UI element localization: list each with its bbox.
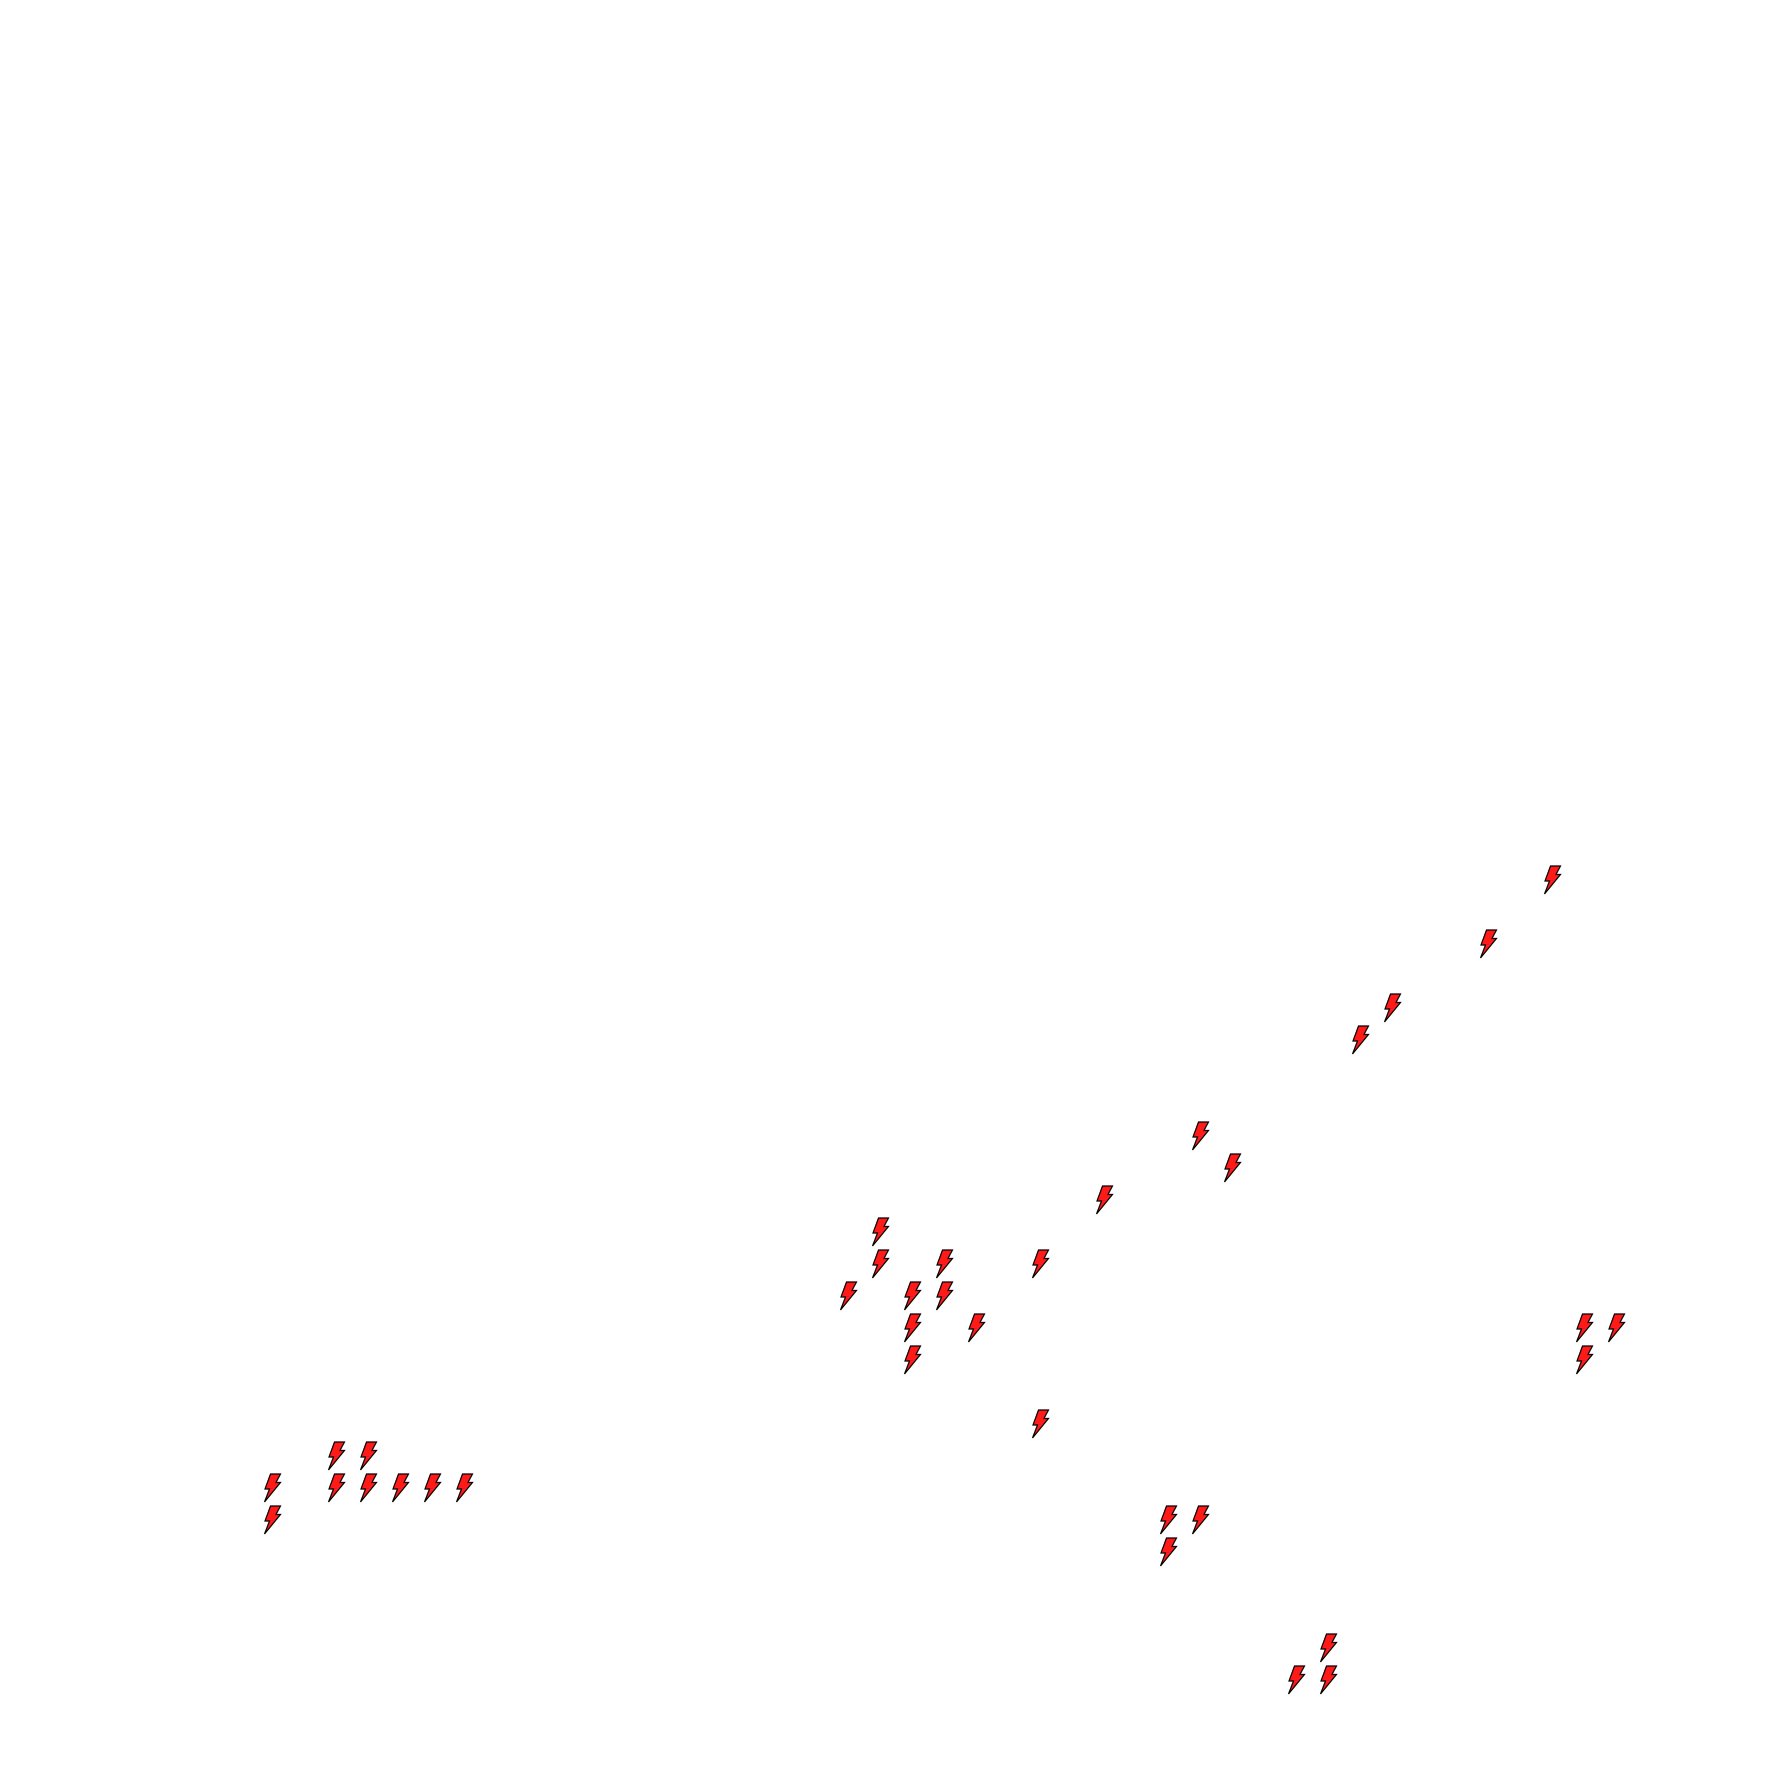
lightning-marker[interactable]: [1095, 1185, 1114, 1215]
lightning-marker[interactable]: [1191, 1121, 1210, 1151]
lightning-marker[interactable]: [935, 1249, 954, 1279]
lightning-bolt-icon: [1607, 1313, 1626, 1343]
lightning-marker[interactable]: [1479, 929, 1498, 959]
lightning-bolt-icon: [871, 1249, 890, 1279]
lightning-marker[interactable]: [391, 1473, 410, 1503]
lightning-bolt-icon: [1031, 1409, 1050, 1439]
lightning-marker[interactable]: [1223, 1153, 1242, 1183]
lightning-bolt-icon: [935, 1249, 954, 1279]
lightning-bolt-icon: [359, 1473, 378, 1503]
lightning-bolt-icon: [1575, 1313, 1594, 1343]
lightning-marker[interactable]: [359, 1441, 378, 1471]
lightning-marker[interactable]: [1319, 1665, 1338, 1695]
lightning-bolt-icon: [839, 1281, 858, 1311]
lightning-bolt-icon: [871, 1217, 890, 1247]
lightning-bolt-icon: [327, 1473, 346, 1503]
lightning-marker[interactable]: [1607, 1313, 1626, 1343]
lightning-bolt-icon: [1319, 1633, 1338, 1663]
lightning-marker[interactable]: [967, 1313, 986, 1343]
lightning-bolt-icon: [1159, 1537, 1178, 1567]
lightning-marker[interactable]: [263, 1505, 282, 1535]
lightning-marker[interactable]: [871, 1217, 890, 1247]
lightning-bolt-icon: [1479, 929, 1498, 959]
lightning-bolt-icon: [903, 1345, 922, 1375]
lightning-marker[interactable]: [1575, 1345, 1594, 1375]
lightning-marker[interactable]: [263, 1473, 282, 1503]
lightning-bolt-icon: [423, 1473, 442, 1503]
lightning-bolt-icon: [359, 1441, 378, 1471]
lightning-marker[interactable]: [1319, 1633, 1338, 1663]
lightning-bolt-icon: [1159, 1505, 1178, 1535]
lightning-bolt-icon: [935, 1281, 954, 1311]
lightning-bolt-icon: [1543, 865, 1562, 895]
lightning-marker[interactable]: [327, 1473, 346, 1503]
lightning-bolt-icon: [1287, 1665, 1306, 1695]
lightning-bolt-icon: [455, 1473, 474, 1503]
lightning-marker[interactable]: [1031, 1409, 1050, 1439]
lightning-bolt-icon: [1319, 1665, 1338, 1695]
lightning-marker[interactable]: [903, 1281, 922, 1311]
lightning-bolt-icon: [1191, 1505, 1210, 1535]
lightning-marker[interactable]: [455, 1473, 474, 1503]
lightning-marker[interactable]: [1575, 1313, 1594, 1343]
lightning-bolt-icon: [1191, 1121, 1210, 1151]
lightning-marker[interactable]: [903, 1345, 922, 1375]
lightning-marker[interactable]: [1287, 1665, 1306, 1695]
lightning-marker[interactable]: [1543, 865, 1562, 895]
lightning-bolt-icon: [903, 1313, 922, 1343]
lightning-marker[interactable]: [1383, 993, 1402, 1023]
lightning-marker[interactable]: [903, 1313, 922, 1343]
lightning-marker[interactable]: [839, 1281, 858, 1311]
lightning-bolt-icon: [391, 1473, 410, 1503]
lightning-bolt-icon: [1223, 1153, 1242, 1183]
lightning-marker[interactable]: [1031, 1249, 1050, 1279]
lightning-marker[interactable]: [327, 1441, 346, 1471]
lightning-marker[interactable]: [1351, 1025, 1370, 1055]
lightning-bolt-icon: [263, 1505, 282, 1535]
lightning-bolt-icon: [903, 1281, 922, 1311]
lightning-bolt-icon: [327, 1441, 346, 1471]
lightning-bolt-icon: [1095, 1185, 1114, 1215]
lightning-marker[interactable]: [871, 1249, 890, 1279]
lightning-bolt-icon: [263, 1473, 282, 1503]
lightning-bolt-icon: [1383, 993, 1402, 1023]
lightning-marker[interactable]: [359, 1473, 378, 1503]
lightning-bolt-icon: [1351, 1025, 1370, 1055]
lightning-bolt-icon: [1031, 1249, 1050, 1279]
lightning-marker[interactable]: [935, 1281, 954, 1311]
lightning-marker[interactable]: [1159, 1505, 1178, 1535]
lightning-bolt-icon: [967, 1313, 986, 1343]
lightning-marker[interactable]: [423, 1473, 442, 1503]
lightning-marker[interactable]: [1191, 1505, 1210, 1535]
lightning-bolt-icon: [1575, 1345, 1594, 1375]
lightning-marker[interactable]: [1159, 1537, 1178, 1567]
